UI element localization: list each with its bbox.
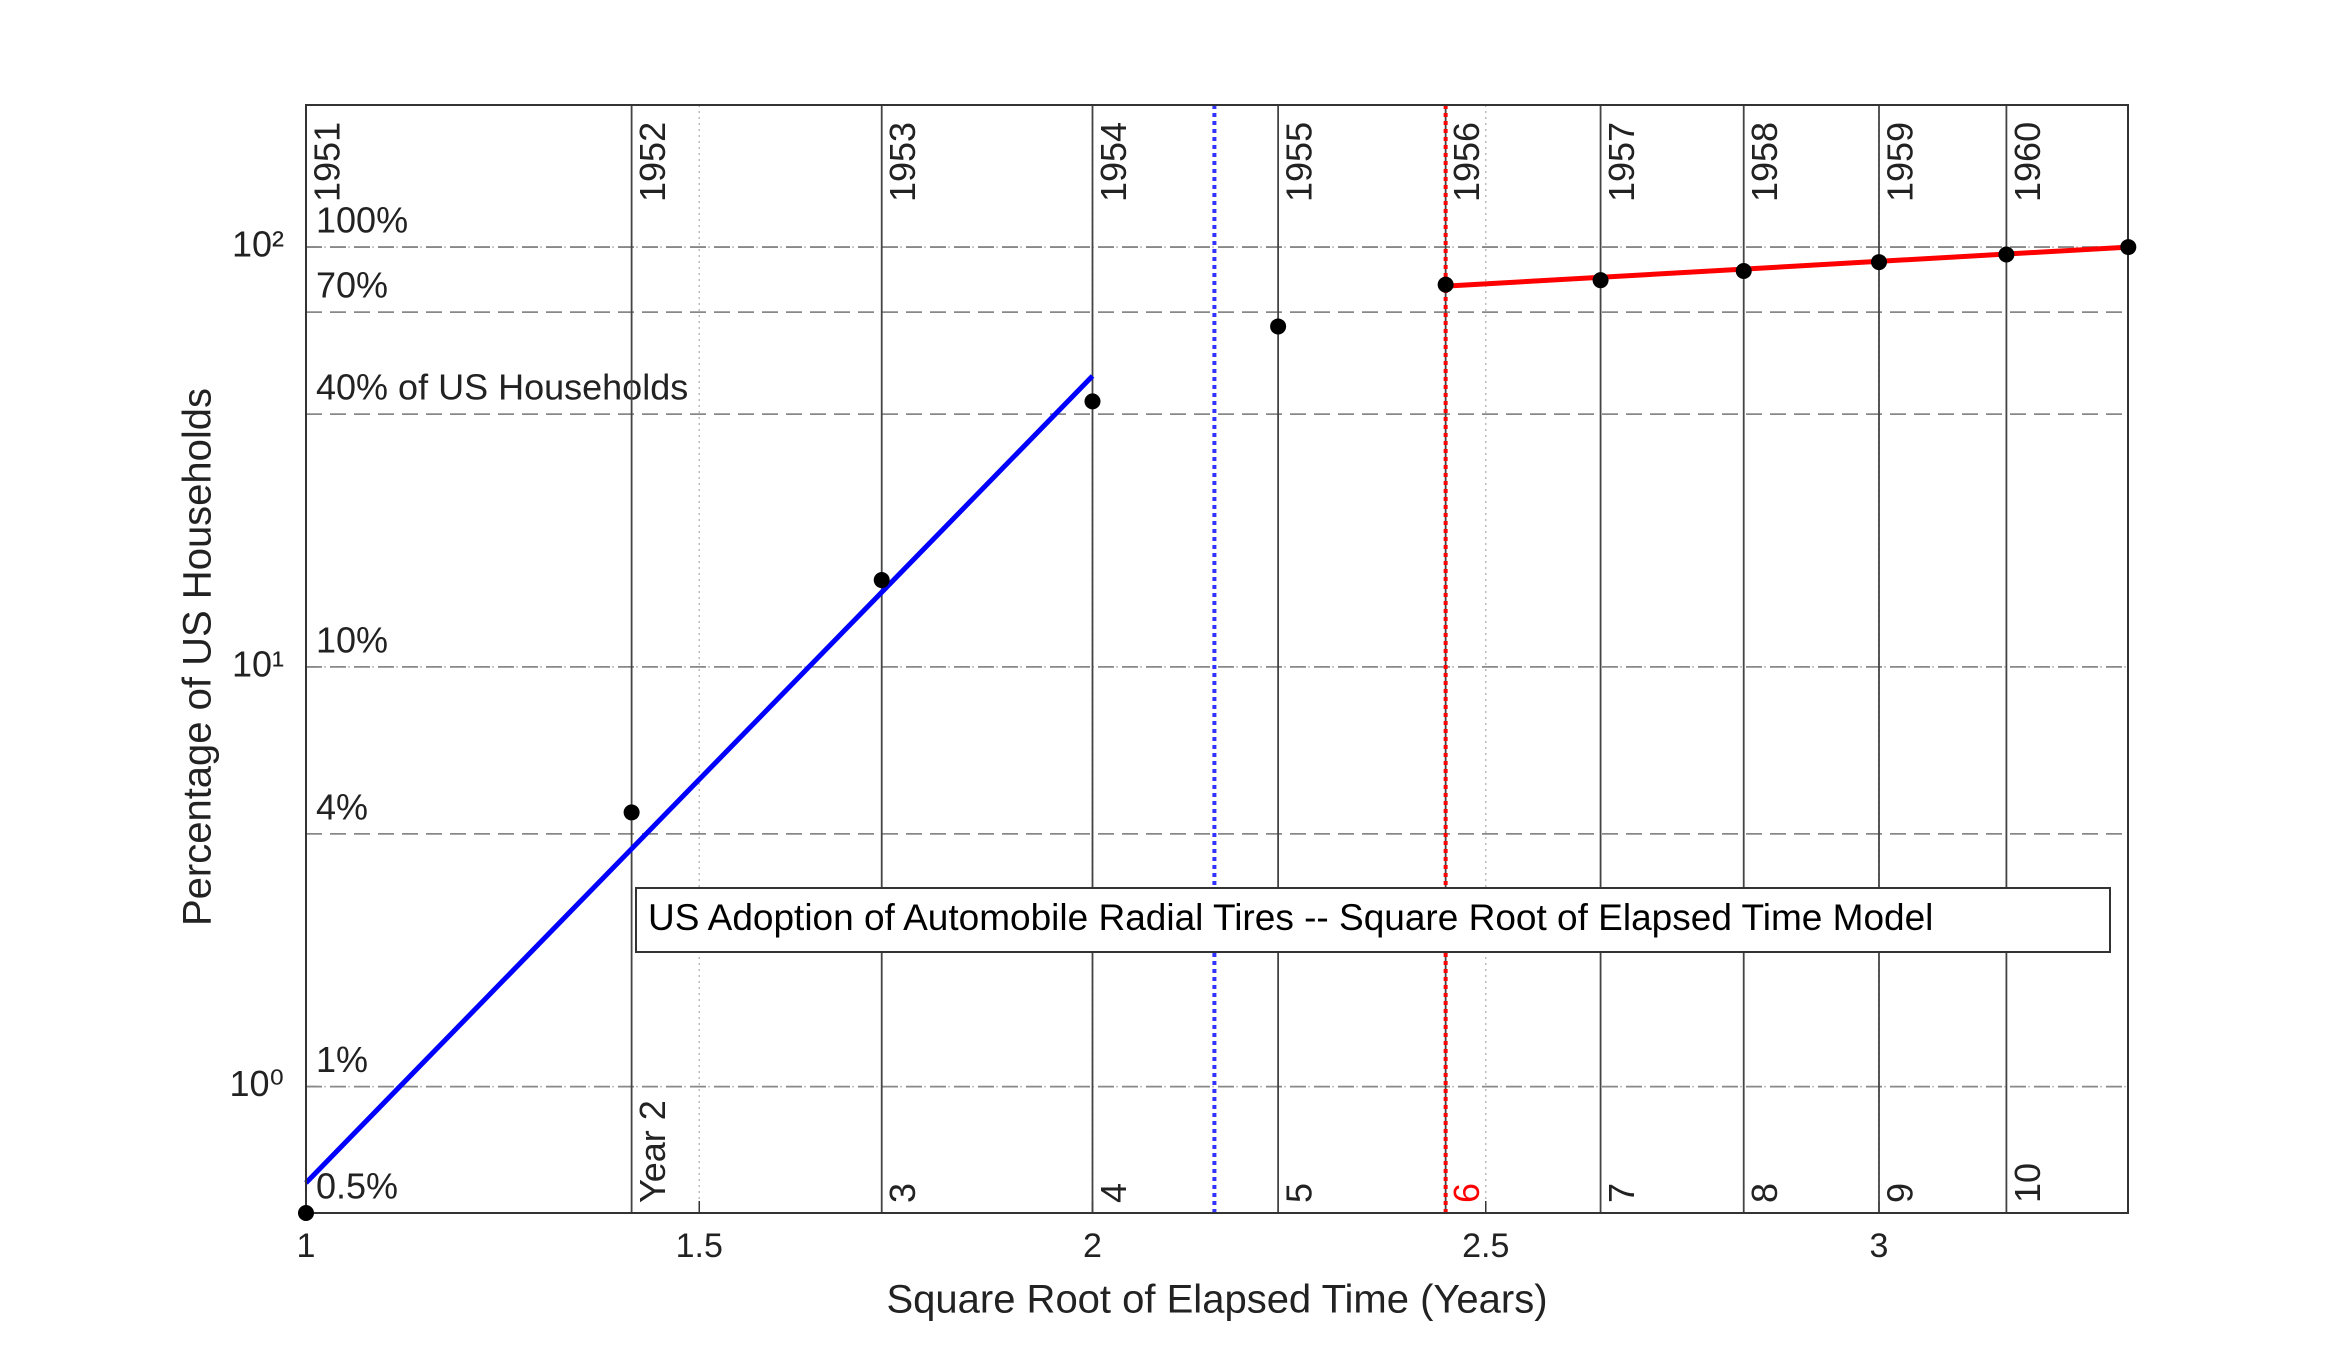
level-label: 40% of US Households bbox=[316, 367, 688, 408]
elapsed-year-label: 7 bbox=[1601, 1183, 1642, 1203]
level-label: 100% bbox=[316, 200, 408, 241]
plot-frame bbox=[305, 104, 2129, 1214]
x-tick-label: 2 bbox=[1083, 1227, 1102, 1265]
y-tick-label: 10² bbox=[232, 224, 284, 265]
year-label: 1952 bbox=[632, 122, 673, 202]
year-label: 1951 bbox=[307, 122, 348, 202]
fit-line bbox=[304, 374, 1095, 1185]
x-tick-label: 3 bbox=[1870, 1227, 1889, 1265]
level-label: 10% bbox=[316, 619, 388, 660]
y-tick-label: 10¹ bbox=[232, 643, 284, 684]
y-tick-label: 10⁰ bbox=[230, 1063, 284, 1104]
elapsed-year-label: 8 bbox=[1744, 1183, 1785, 1203]
data-point bbox=[623, 804, 640, 821]
data-point bbox=[1592, 272, 1609, 289]
x-axis-label: Square Root of Elapsed Time (Years) bbox=[886, 1278, 1547, 1322]
year-label: 1960 bbox=[2007, 122, 2048, 202]
level-label: 0.5% bbox=[316, 1166, 398, 1207]
fit-line bbox=[1445, 244, 2129, 289]
elapsed-year-label: 4 bbox=[1093, 1183, 1134, 1203]
elapsed-year-label: Year 2 bbox=[632, 1100, 673, 1203]
data-point bbox=[873, 572, 890, 589]
year-label: 1957 bbox=[1601, 122, 1642, 202]
data-point bbox=[1084, 393, 1101, 410]
elapsed-year-label: 6 bbox=[1446, 1183, 1487, 1203]
data-point bbox=[1437, 276, 1454, 293]
data-point bbox=[2120, 239, 2137, 256]
x-tick-label: 2.5 bbox=[1462, 1227, 1509, 1265]
x-tick-label: 1.5 bbox=[676, 1227, 723, 1265]
year-label: 1956 bbox=[1446, 122, 1487, 202]
data-point bbox=[1735, 263, 1752, 280]
y-axis-label: Percentage of US Households bbox=[176, 388, 220, 926]
year-label: 1955 bbox=[1279, 122, 1320, 202]
data-point bbox=[1270, 318, 1287, 335]
data-point bbox=[1998, 246, 2015, 263]
elapsed-year-label: 10 bbox=[2007, 1163, 2048, 1203]
year-label: 1954 bbox=[1093, 122, 1134, 202]
level-label: 70% bbox=[316, 265, 388, 306]
year-label: 1958 bbox=[1744, 122, 1785, 202]
elapsed-year-label: 5 bbox=[1279, 1183, 1320, 1203]
title-box bbox=[635, 887, 2111, 953]
data-point bbox=[1870, 254, 1887, 271]
data-point bbox=[298, 1205, 314, 1221]
elapsed-year-label: 3 bbox=[882, 1183, 923, 1203]
year-label: 1959 bbox=[1880, 122, 1921, 202]
level-label: 4% bbox=[316, 786, 368, 827]
level-label: 1% bbox=[316, 1039, 368, 1080]
x-tick-label: 1 bbox=[297, 1227, 316, 1265]
year-label: 1953 bbox=[882, 122, 923, 202]
chart-title: US Adoption of Automobile Radial Tires -… bbox=[648, 897, 1933, 938]
elapsed-year-label: 9 bbox=[1880, 1183, 1921, 1203]
